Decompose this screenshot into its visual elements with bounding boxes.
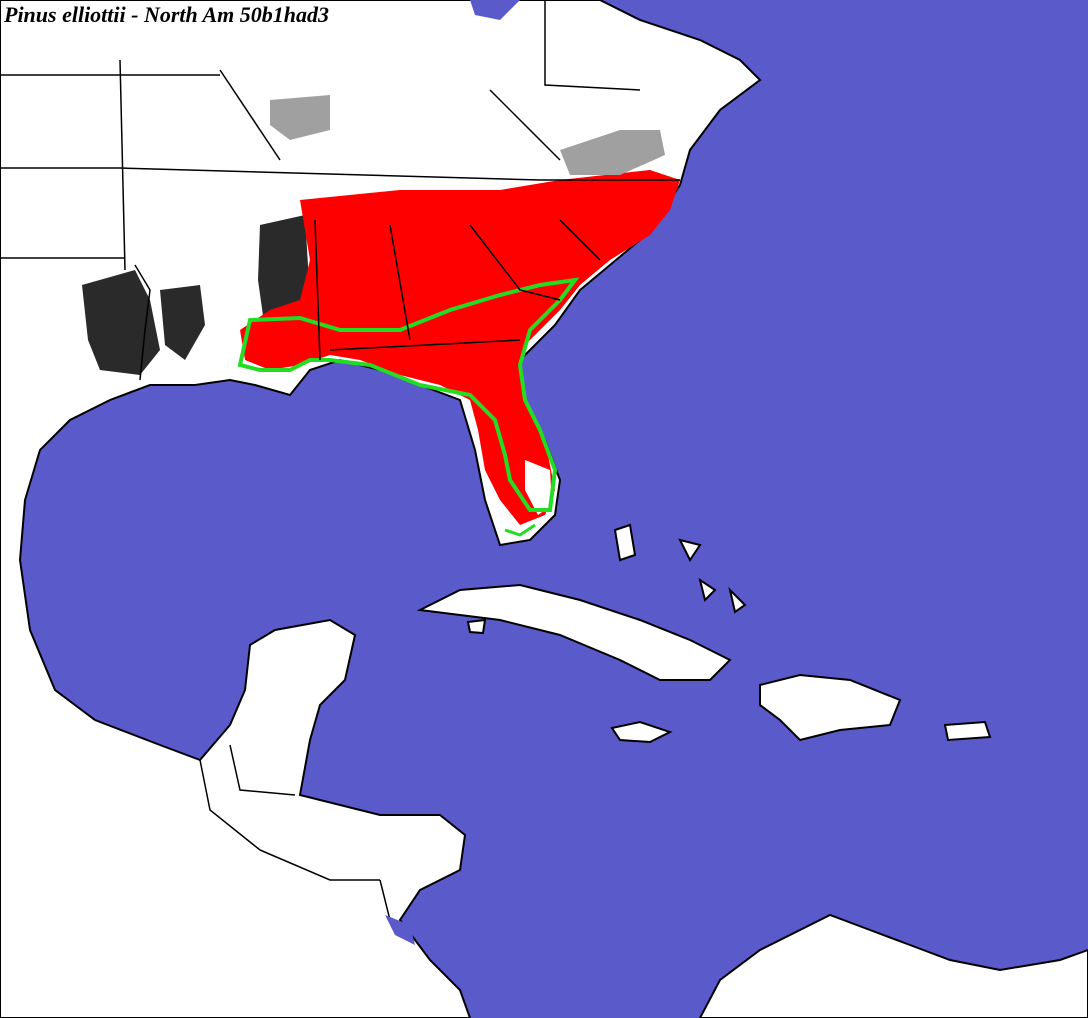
great-lake-fragment xyxy=(470,0,520,20)
island-cuba xyxy=(416,583,732,681)
map-title: Pinus elliottii - North Am 50b1had3 xyxy=(4,2,329,27)
native-range-outline xyxy=(237,277,580,512)
native-range-outline-south xyxy=(504,523,536,537)
island-hispaniola xyxy=(759,673,902,742)
lake-nicaragua xyxy=(385,915,415,945)
range-red-zone xyxy=(240,170,680,525)
island-bahamas xyxy=(613,523,747,614)
island-jamaica xyxy=(610,720,673,744)
island-puerto-rico xyxy=(943,720,992,742)
everglades-patch xyxy=(525,460,552,515)
range-grey-zone xyxy=(270,95,665,175)
land-south-america xyxy=(698,913,1088,1018)
state-borders xyxy=(0,0,680,921)
island-isle-of-youth xyxy=(466,618,487,635)
